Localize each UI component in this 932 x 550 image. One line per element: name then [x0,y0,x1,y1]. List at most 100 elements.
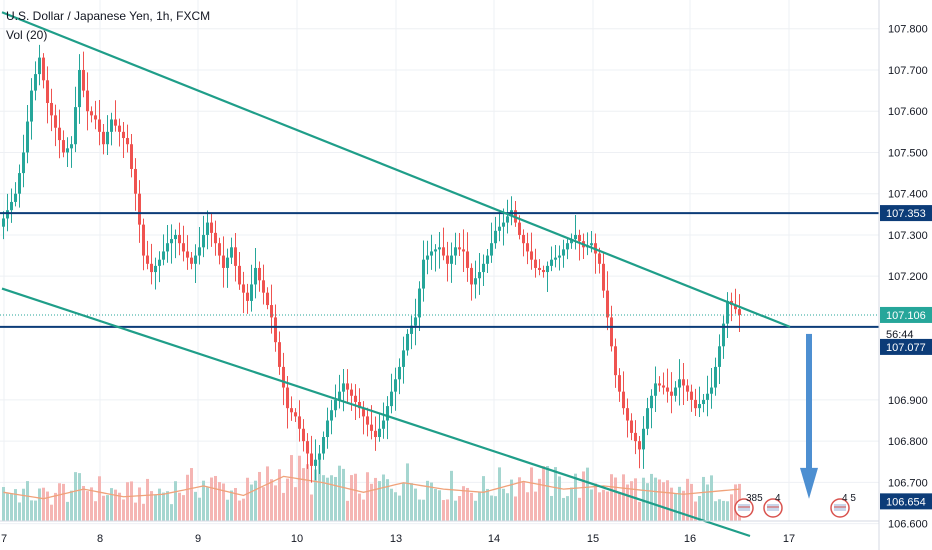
candle-body [390,391,393,407]
candle-body [242,284,245,293]
candle-body [350,389,353,396]
volume-bar [142,503,145,521]
candle-body [186,251,189,258]
candle-body [66,148,69,153]
candle-body [678,379,681,388]
candle-body [214,232,217,244]
candle-body [634,432,637,442]
candle-body [386,406,389,421]
arrow-shaft [806,333,812,469]
volume-bar [74,472,77,521]
candle-body [706,393,709,400]
candle-body [42,57,45,81]
candle-body [278,342,281,367]
volume-bar [422,499,425,521]
y-tick-label: 107.500 [888,147,928,159]
candle-body [254,267,257,285]
price-axis: 107.800 107.700 107.600 107.500 107.400 107.3… [878,0,932,550]
candle-body [6,210,9,219]
candle-body [718,346,721,367]
candle-body [658,383,661,386]
x-tick-label: 7 [1,533,7,545]
time-axis: 7 8 9 10 13 14 15 16 17 [0,520,879,545]
volume-bar [138,487,141,521]
y-tick-label: 106.700 [888,477,928,489]
candle-body [218,243,221,256]
candle-body [238,265,241,285]
volume-bar [338,465,341,521]
volume-bar [78,473,81,521]
volume-bar [342,468,345,521]
candle-body [174,234,177,240]
volume-bar [370,483,373,521]
volume-bar [102,495,105,521]
candle-body [222,255,225,268]
volume-bar [582,471,585,521]
svg-text:107.106: 107.106 [886,310,926,322]
event-marker[interactable]: 385 [734,493,763,518]
candle-body [234,247,237,266]
trend-line-upper[interactable] [1,11,791,328]
candle-body [506,216,509,223]
candle-body [450,255,453,264]
volume-bar [194,491,197,521]
volume-bar [270,479,273,521]
volume-bar [562,497,565,521]
volume-bar [578,497,581,521]
candle-body [714,366,717,388]
candle-body [294,412,297,417]
volume-bar [410,483,413,521]
candle-body [114,119,117,126]
x-tick-label: 10 [291,533,303,545]
volume-bar [526,492,529,521]
candle-body [638,441,641,450]
volume-bar [186,474,189,521]
volume-bar [366,472,369,521]
trend-line-lower[interactable] [1,287,751,538]
candle-body [614,346,617,376]
volume-bar [6,493,9,521]
y-tick-label: 106.900 [888,395,928,407]
candle-body [290,408,293,413]
volume-bar [566,496,569,521]
x-tick-label: 9 [195,533,201,545]
candle-body [198,247,201,256]
event-marker[interactable]: 4 [763,493,783,518]
event-label: 4 [775,493,781,504]
volume-bar [98,476,101,521]
volume-bar [630,481,633,521]
volume-bar [134,502,137,521]
volume-bar [250,484,253,521]
candle-body [470,267,473,285]
event-marker[interactable]: 4 5 [830,493,856,518]
volume-bar [454,500,457,521]
y-tick-label: 106.600 [888,519,928,531]
candle-body [602,263,605,291]
candle-body [274,317,277,343]
candle-body [626,408,629,421]
candle-body [14,193,17,202]
candle-body [10,201,13,211]
volume-bar [402,482,405,521]
candle-body [326,420,329,438]
volume-bar [550,495,553,521]
volume-bar [398,495,401,521]
volume-bar [678,486,681,521]
candle-body [150,263,153,273]
volume-bar [262,487,265,521]
volume-bar [238,500,241,521]
candle-body [154,265,157,273]
volume-bar [106,495,109,521]
candle-body [670,391,673,396]
volume-bar [182,495,185,521]
candle-body [398,366,401,380]
price-tag: 107.106 [880,306,932,323]
candle-body [310,453,313,466]
volume-bar [518,477,521,521]
candle-body [102,131,105,145]
candle-body [130,144,133,169]
volume-bar [242,498,245,521]
candle-body [542,270,545,273]
event-label: 4 5 [842,493,856,504]
